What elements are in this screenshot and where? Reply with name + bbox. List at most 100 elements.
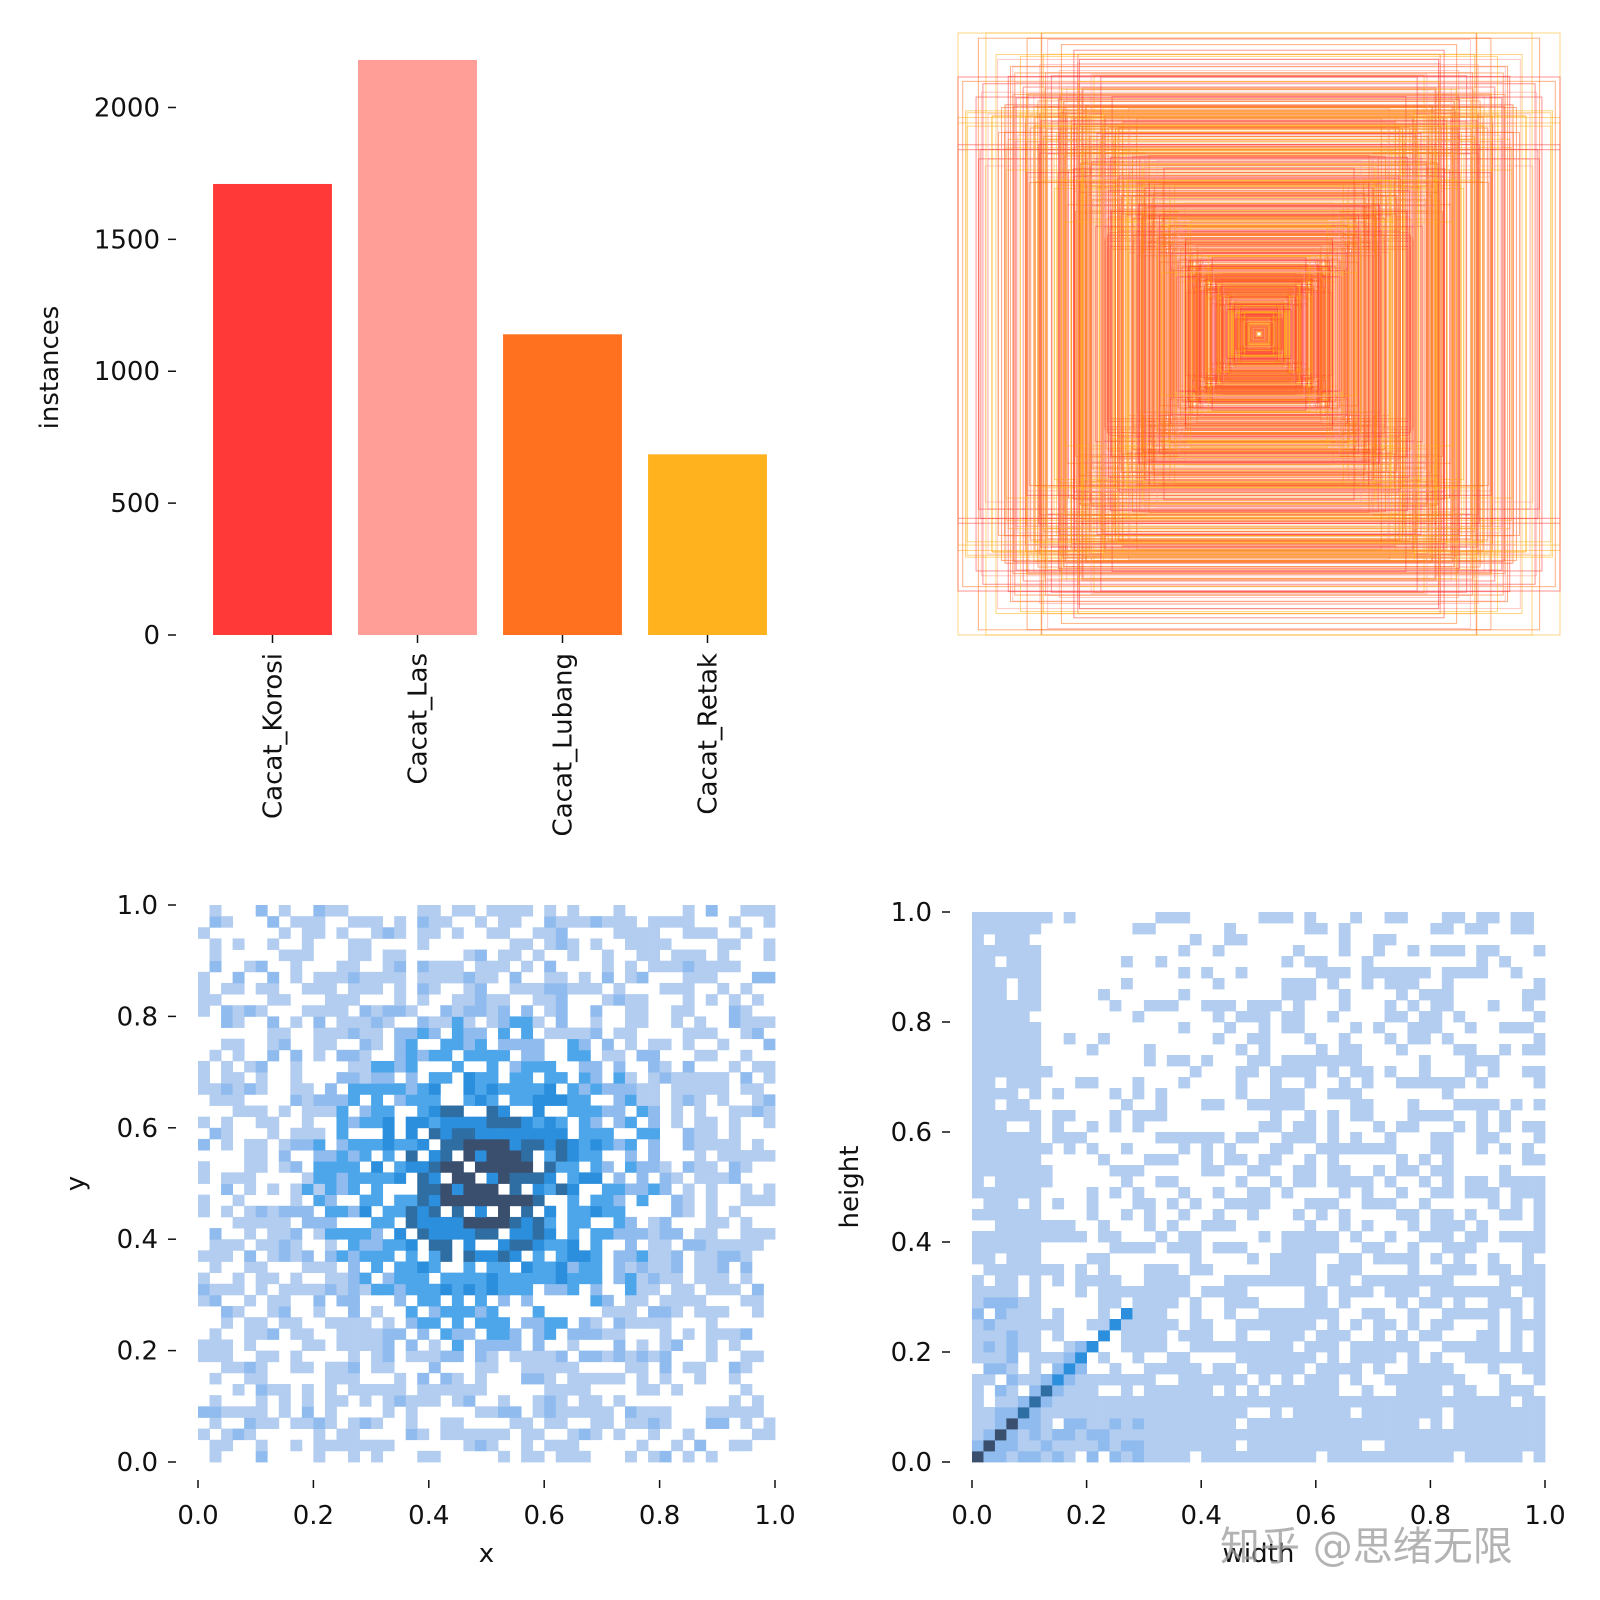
histogram-cell bbox=[544, 1027, 557, 1040]
histogram-cell bbox=[1086, 1187, 1099, 1199]
histogram-cell bbox=[544, 1138, 557, 1151]
histogram-cell bbox=[994, 1319, 1007, 1331]
histogram-cell bbox=[1315, 1429, 1328, 1441]
histogram-cell bbox=[1464, 1352, 1477, 1364]
histogram-cell bbox=[1292, 1022, 1305, 1034]
histogram-cell bbox=[1476, 1099, 1489, 1111]
histogram-cell bbox=[763, 1428, 776, 1441]
histogram-cell bbox=[763, 949, 776, 962]
histogram-cell bbox=[417, 1272, 430, 1285]
histogram-cell bbox=[301, 1183, 314, 1196]
histogram-cell bbox=[1396, 1077, 1408, 1089]
histogram-cell bbox=[1292, 1319, 1305, 1331]
histogram-cell bbox=[474, 1406, 487, 1418]
histogram-cell bbox=[371, 1306, 384, 1318]
histogram-cell bbox=[486, 905, 499, 917]
bounding-box bbox=[1256, 331, 1262, 337]
histogram-cell bbox=[336, 927, 349, 939]
histogram-cell bbox=[567, 1172, 580, 1184]
histogram-cell bbox=[1292, 1066, 1305, 1078]
histogram-cell bbox=[1476, 1451, 1489, 1463]
histogram-cell bbox=[590, 1005, 603, 1017]
histogram-cell bbox=[1029, 1176, 1042, 1188]
histogram-cell bbox=[1396, 1011, 1408, 1023]
histogram-cell bbox=[1029, 1066, 1042, 1078]
histogram-cell bbox=[1407, 978, 1420, 990]
histogram-cell bbox=[1029, 1341, 1042, 1353]
histogram-cell bbox=[1109, 1297, 1122, 1309]
histogram-cell bbox=[463, 1439, 476, 1452]
histogram-cell bbox=[983, 989, 996, 1001]
histogram-cell bbox=[1029, 1088, 1042, 1100]
histogram-cell bbox=[1212, 1000, 1225, 1012]
histogram-cell bbox=[555, 1239, 568, 1251]
histogram-cell bbox=[348, 971, 360, 984]
histogram-cell bbox=[751, 1228, 764, 1240]
histogram-cell bbox=[1499, 1110, 1512, 1122]
bounding-box bbox=[1015, 97, 1503, 571]
histogram-cell bbox=[636, 1272, 649, 1285]
histogram-cell bbox=[1006, 1022, 1019, 1034]
histogram-cell bbox=[1533, 1297, 1546, 1309]
histogram-cell bbox=[1098, 1275, 1110, 1287]
histogram-cell bbox=[451, 1138, 464, 1151]
histogram-cell bbox=[983, 1143, 996, 1155]
bounding-box bbox=[978, 158, 1540, 510]
histogram-cell bbox=[1499, 1176, 1512, 1188]
histogram-cell bbox=[1338, 989, 1351, 1001]
histogram-cell bbox=[244, 1417, 257, 1429]
histogram-cell bbox=[590, 1428, 603, 1441]
y-tick-label: 0.8 bbox=[117, 1002, 158, 1032]
histogram-cell bbox=[544, 1406, 557, 1418]
histogram-cell bbox=[671, 1250, 684, 1262]
histogram-cell bbox=[1281, 1088, 1294, 1100]
histogram-cell bbox=[509, 1083, 522, 1095]
histogram-cell bbox=[359, 916, 372, 928]
histogram-cell bbox=[232, 1272, 245, 1285]
histogram-cell bbox=[232, 1428, 245, 1441]
histogram-cell bbox=[1269, 1319, 1282, 1331]
bounding-box bbox=[1017, 134, 1501, 534]
histogram-cell bbox=[1143, 1429, 1156, 1441]
histogram-cell bbox=[1464, 1418, 1477, 1430]
histogram-cell bbox=[1499, 1418, 1512, 1430]
histogram-cell bbox=[267, 1250, 280, 1262]
histogram-cell bbox=[405, 1272, 418, 1285]
histogram-cell bbox=[463, 1428, 476, 1441]
histogram-cell bbox=[244, 1339, 257, 1351]
histogram-cell bbox=[728, 1150, 741, 1162]
histogram-cell bbox=[1040, 1418, 1053, 1430]
histogram-cell bbox=[1109, 1440, 1122, 1452]
histogram-cell bbox=[1155, 1088, 1168, 1100]
histogram-cell bbox=[371, 982, 384, 995]
bounding-box bbox=[1185, 239, 1333, 429]
histogram-cell bbox=[972, 1385, 984, 1397]
histogram-cell bbox=[1166, 1055, 1179, 1067]
histogram-cell bbox=[1304, 1451, 1317, 1463]
histogram-cell bbox=[1247, 1275, 1259, 1287]
histogram-cell bbox=[221, 1172, 234, 1184]
histogram-cell bbox=[1235, 934, 1248, 946]
histogram-cell bbox=[705, 1161, 718, 1173]
histogram-cell bbox=[624, 994, 637, 1006]
histogram-cell bbox=[1281, 1187, 1294, 1199]
histogram-cell bbox=[624, 1417, 637, 1429]
histogram-cell bbox=[994, 1385, 1007, 1397]
bounding-box bbox=[1174, 241, 1344, 427]
histogram-cell bbox=[1338, 1286, 1351, 1298]
histogram-cell bbox=[1132, 1121, 1145, 1133]
histogram-cell bbox=[359, 1049, 372, 1062]
histogram-cell bbox=[232, 982, 245, 995]
histogram-cell bbox=[1522, 1418, 1534, 1430]
histogram-cell bbox=[601, 1138, 614, 1151]
histogram-cell bbox=[359, 1395, 372, 1407]
histogram-cell bbox=[451, 1272, 464, 1285]
histogram-cell bbox=[1407, 1440, 1420, 1452]
histogram-cell bbox=[1017, 1154, 1030, 1166]
histogram-cell bbox=[521, 1049, 534, 1062]
histogram-cell bbox=[348, 1439, 360, 1452]
histogram-cell bbox=[1235, 1198, 1248, 1210]
histogram-cell bbox=[532, 1183, 545, 1196]
histogram-cell bbox=[1281, 1396, 1294, 1408]
histogram-cell bbox=[382, 1317, 395, 1329]
